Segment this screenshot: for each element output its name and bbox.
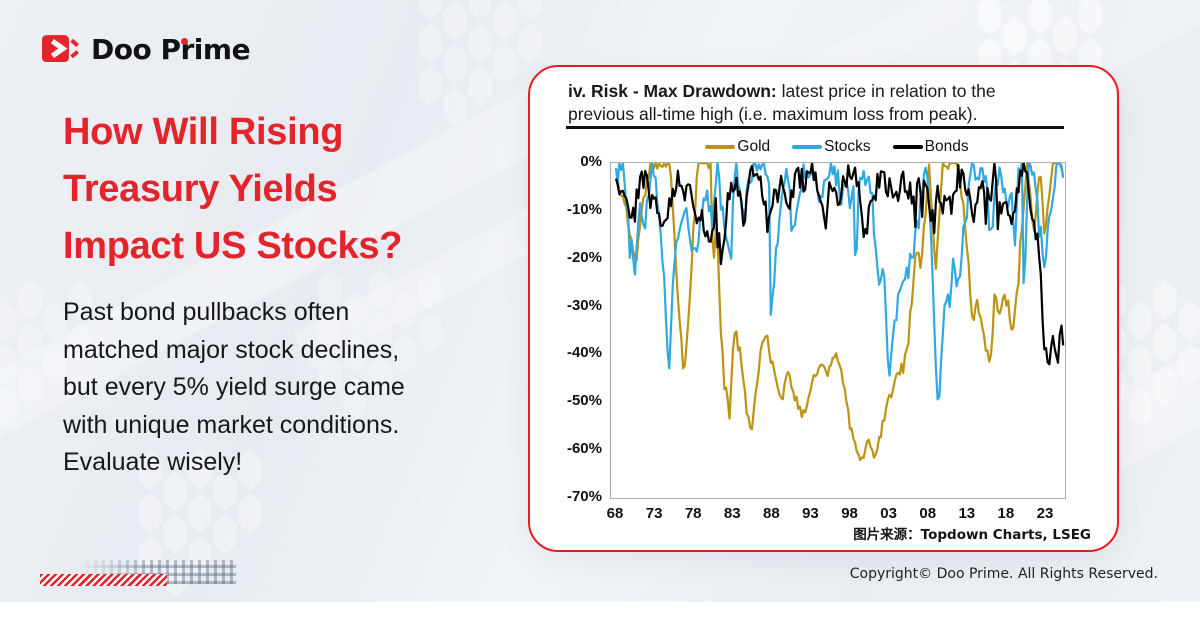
body-line-5: Evaluate wisely!: [63, 448, 243, 476]
x-tick-label: 68: [606, 505, 624, 522]
legend-label-stocks: Stocks: [824, 138, 871, 155]
y-tick-label: -50%: [566, 392, 602, 410]
title-underline: [566, 126, 1064, 129]
x-tick-label: 18: [997, 505, 1015, 522]
headline-line-1: How Will Rising: [63, 111, 344, 153]
x-tick-label: 83: [723, 505, 741, 522]
body-copy: Past bond pullbacks often matched major …: [63, 294, 405, 482]
chart-title-bold: iv. Risk - Max Drawdown:: [568, 81, 777, 101]
legend-swatch-gold: [705, 144, 736, 150]
x-tick-label: 03: [880, 505, 897, 522]
headline: How Will Rising Treasury Yields Impact U…: [63, 104, 402, 275]
legend-item-bonds: Bonds: [892, 138, 969, 156]
y-tick-label: -60%: [566, 440, 602, 458]
legend-item-stocks: Stocks: [792, 138, 871, 156]
body-line-4: with unique market conditions.: [63, 410, 400, 439]
x-tick-label: 88: [763, 505, 780, 522]
source-note: 图片来源：Topdown Charts, LSEG: [853, 527, 1091, 543]
chart-card: iv. Risk - Max Drawdown: latest price in…: [528, 65, 1119, 552]
red-hatch-bar-decor: [40, 574, 167, 586]
legend-swatch-bonds: [892, 144, 923, 150]
series-line-gold: [614, 163, 1065, 462]
y-tick-label: -40%: [566, 344, 602, 362]
x-tick-label: 98: [841, 505, 858, 522]
x-tick-label: 93: [802, 505, 819, 522]
logo-i-dot: [181, 38, 188, 45]
headline-line-2: Treasury Yields: [63, 168, 338, 210]
chart-title: iv. Risk - Max Drawdown: latest price in…: [568, 80, 1060, 126]
x-tick-label: 23: [1036, 505, 1054, 522]
drawdown-plot: [614, 163, 1065, 462]
series-line-bonds: [614, 163, 1065, 366]
plot-area: [610, 162, 1066, 499]
body-line-2: matched major stock declines,: [63, 335, 400, 364]
chart-title-rest: latest price in relation to the previous…: [568, 81, 996, 124]
x-tick-label: 08: [919, 505, 937, 522]
x-tick-label: 78: [684, 505, 702, 522]
y-tick-label: -70%: [566, 487, 602, 505]
series-line-stocks: [614, 163, 1065, 401]
legend-label-bonds: Bonds: [924, 138, 969, 155]
legend-item-gold: Gold: [705, 138, 770, 156]
headline-line-3: Impact US Stocks?: [63, 225, 403, 267]
legend-swatch-stocks: [792, 144, 823, 150]
bottom-white-band: [0, 602, 1200, 628]
y-tick-label: -10%: [566, 200, 602, 218]
body-line-3: but every 5% yield surge came: [63, 373, 405, 401]
x-tick-label: 73: [645, 505, 663, 522]
y-tick-label: -30%: [566, 296, 602, 314]
chart-legend: Gold Stocks Bonds: [610, 138, 1064, 156]
body-line-1: Past bond pullbacks often: [63, 298, 350, 326]
legend-label-gold: Gold: [737, 138, 771, 155]
y-tick-label: 0%: [580, 153, 602, 170]
copyright-text: Copyright© Doo Prime. All Rights Reserve…: [849, 566, 1158, 582]
logo-wordmark: Doo Prime: [91, 32, 251, 66]
x-tick-label: 13: [958, 505, 976, 522]
doo-prime-logo: Doo Prime: [42, 32, 251, 66]
y-tick-label: -20%: [566, 248, 602, 266]
doo-prime-logo-icon: [42, 35, 79, 63]
